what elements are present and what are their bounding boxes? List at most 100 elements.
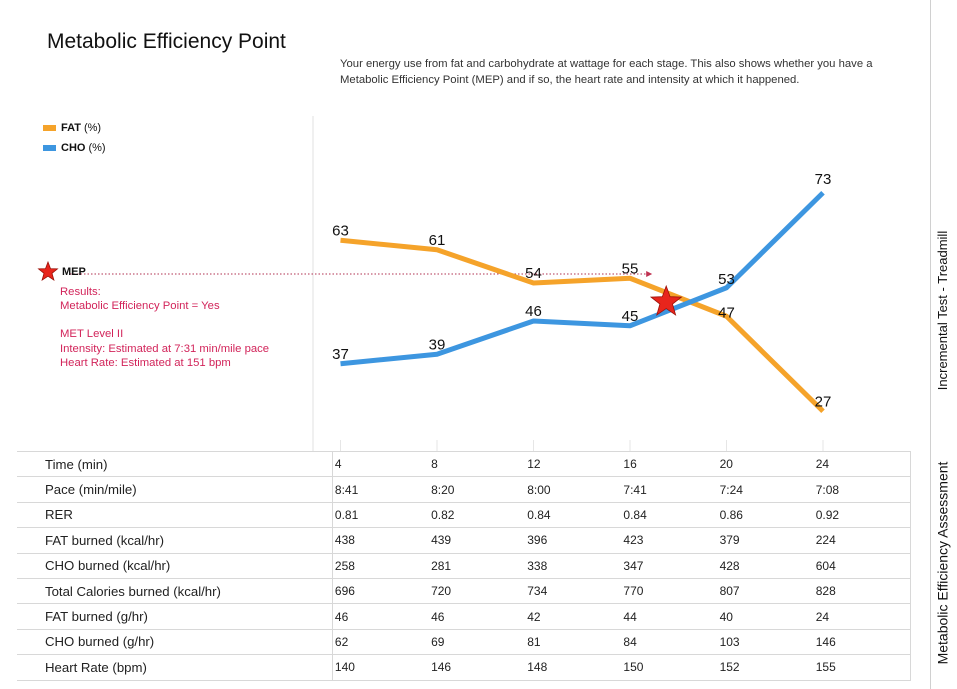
table-cell: 81	[525, 629, 622, 656]
table-cell: 8	[429, 450, 526, 478]
table-cell: 12	[525, 450, 622, 478]
table-cell: 770	[621, 578, 718, 605]
table-cell: 103	[717, 629, 814, 656]
table-cell: 8:20	[429, 476, 526, 503]
row-label: Pace (min/mile)	[17, 476, 333, 503]
table-cell: 44	[621, 603, 718, 630]
row-label: FAT burned (g/hr)	[17, 603, 333, 630]
row-label: FAT burned (kcal/hr)	[17, 527, 333, 554]
table-cell: 42	[525, 603, 622, 630]
mep-results-label: Results:	[60, 286, 101, 298]
table-row: CHO burned (g/hr) 62 69 81 84 103 146	[17, 629, 911, 656]
table-cell: 46	[429, 603, 526, 630]
table-cell: 734	[525, 578, 622, 605]
mep-met-level: MET Level II	[60, 328, 124, 341]
data-label-cho-2: 46	[525, 303, 542, 320]
data-label-cho-0: 37	[332, 346, 349, 363]
mep-crossover-star-icon	[649, 284, 683, 316]
plot-frame	[312, 116, 824, 451]
table-row: CHO burned (kcal/hr) 258 281 338 347 428 604	[17, 553, 911, 579]
table-cell: 438	[332, 527, 430, 554]
legend-cho-name: CHO	[61, 142, 86, 154]
table-cell: 62	[332, 629, 430, 656]
page-title: Metabolic Efficiency Point	[47, 30, 286, 53]
table-cell: 0.92	[813, 502, 911, 529]
table-cell: 16	[621, 450, 718, 478]
row-label: Total Calories burned (kcal/hr)	[17, 578, 333, 605]
data-table: Time (min) 4 8 12 16 20 24 Pace (min/mile) 8:41 8…	[17, 450, 911, 681]
table-cell: 146	[813, 629, 911, 656]
series-line-cho	[340, 190, 825, 367]
table-row: Heart Rate (bpm) 140 146 148 150 152 155	[17, 654, 911, 681]
page-subtitle: Your energy use from fat and carbohydrat…	[340, 58, 873, 86]
table-cell: 146	[429, 654, 526, 681]
table-cell: 7:41	[621, 476, 718, 503]
table-cell: 428	[717, 553, 814, 579]
table-cell: 4	[332, 450, 430, 478]
table-cell: 0.84	[525, 502, 622, 529]
data-label-fat-3: 55	[622, 260, 639, 277]
legend-swatch-cho	[43, 145, 56, 151]
table-cell: 8:41	[332, 476, 430, 503]
table-cell: 7:24	[717, 476, 814, 503]
data-label-fat-4: 47	[718, 304, 735, 321]
mep-legend-star-icon	[37, 260, 59, 282]
table-row: Time (min) 4 8 12 16 20 24	[17, 450, 911, 478]
data-label-fat-1: 61	[429, 232, 446, 249]
table-cell: 439	[429, 527, 526, 554]
table-row: FAT burned (g/hr) 46 46 42 44 40 24	[17, 603, 911, 630]
table-cell: 0.84	[621, 502, 718, 529]
table-cell: 396	[525, 527, 622, 554]
legend-fat-name: FAT	[61, 122, 81, 134]
table-cell: 347	[621, 553, 718, 579]
table-cell: 379	[717, 527, 814, 554]
table-cell: 140	[332, 654, 430, 681]
table-cell: 0.81	[332, 502, 430, 529]
table-cell: 155	[813, 654, 911, 681]
data-label-cho-1: 39	[429, 336, 446, 353]
legend-item-cho: CHO (%)	[43, 138, 106, 158]
series-line-fat	[340, 237, 825, 414]
data-label-fat-2: 54	[525, 265, 542, 282]
table-cell: 24	[813, 450, 911, 478]
mep-reference	[70, 271, 653, 277]
assessment-label: Metabolic Efficiency Assessment	[934, 461, 951, 665]
table-row: FAT burned (kcal/hr) 438 439 396 423 379 224	[17, 527, 911, 554]
table-cell: 720	[429, 578, 526, 605]
mep-label: MEP	[62, 266, 86, 278]
row-label: Heart Rate (bpm)	[17, 654, 333, 681]
data-label-cho-3: 45	[622, 308, 639, 325]
table-cell: 604	[813, 553, 911, 579]
mep-status: Metabolic Efficiency Point = Yes	[60, 300, 220, 313]
test-type-label: Incremental Test - Treadmill	[935, 230, 950, 391]
table-cell: 148	[525, 654, 622, 681]
row-label: CHO burned (g/hr)	[17, 629, 333, 656]
data-label-cho-5: 73	[815, 171, 832, 188]
table-cell: 8:00	[525, 476, 622, 503]
legend-fat-unit: (%)	[83, 122, 102, 134]
data-label-fat-5: 27	[815, 393, 832, 410]
mep-markers	[37, 260, 683, 316]
mep-results: Results: Metabolic Efficiency Point = Ye…	[60, 285, 269, 370]
table-cell: 24	[813, 603, 911, 630]
table-cell: 152	[717, 654, 814, 681]
right-divider	[930, 0, 931, 689]
series-lines	[340, 190, 825, 414]
table-row: Total Calories burned (kcal/hr) 696 720 734…	[17, 578, 911, 605]
legend-cho-unit: (%)	[88, 142, 106, 154]
chart-plot: 63 61 54 55 47 27 37 39 46 45 53 73	[37, 116, 832, 451]
mep-intensity: Intensity: Estimated at 7:31 min/mile pa…	[60, 342, 270, 355]
table-cell: 40	[717, 603, 814, 630]
table-cell: 84	[621, 629, 718, 656]
table-cell: 20	[717, 450, 814, 478]
table-cell: 281	[429, 553, 526, 579]
table-row: RER 0.81 0.82 0.84 0.84 0.86 0.92	[17, 502, 911, 529]
table-cell: 807	[717, 578, 814, 605]
table-cell: 0.82	[429, 502, 526, 529]
legend-item-fat: FAT (%)	[43, 118, 106, 138]
table-cell: 0.86	[717, 502, 814, 529]
legend-swatch-fat	[43, 125, 56, 131]
table-cell: 7:08	[813, 476, 911, 503]
chart-legend: FAT (%) CHO (%)	[43, 118, 106, 158]
row-label: RER	[17, 502, 333, 529]
